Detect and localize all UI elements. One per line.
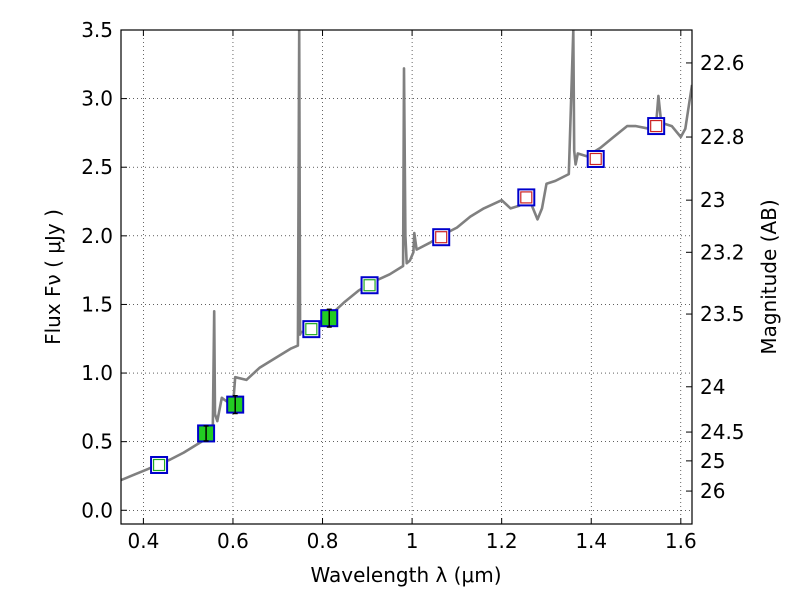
photometry-markers [150, 117, 666, 474]
model-flux-box [152, 458, 166, 472]
photometry-point [586, 149, 605, 168]
x-tick-label: 0.4 [127, 529, 159, 553]
photometry-point [320, 308, 339, 328]
marker-box [647, 117, 666, 136]
y-tick-label: 2.5 [81, 155, 113, 179]
model-flux-box [589, 152, 602, 166]
photometry-point [517, 188, 536, 207]
x-tick-label: 1.4 [575, 529, 607, 553]
ticks: 0.4 0.6 0.8 1 1.2 1.4 1.6 0.0 0.5 1.0 1.5 2.0 2.5 3.0… [81, 18, 744, 553]
x-tick-label: 1.6 [665, 529, 697, 553]
model-flux-box [650, 119, 663, 133]
plot-frame [120, 29, 693, 525]
photometry-point [360, 276, 379, 295]
grid [121, 29, 692, 524]
model-flux-box [520, 191, 533, 204]
right-tick-label: 24 [700, 375, 725, 399]
x-axis-label: Wavelength λ (μm) [310, 563, 501, 587]
marker-box [586, 149, 605, 168]
y-tick-label: 0.5 [81, 430, 113, 454]
x-tick-label: 1.2 [486, 529, 518, 553]
y-tick-label: 3.0 [81, 87, 113, 111]
y-tick-label: 2.0 [81, 224, 113, 248]
right-tick-label: 23.2 [700, 240, 745, 264]
model-flux-box [435, 231, 448, 244]
spectrum-line [121, 30, 692, 482]
photometry-point [226, 395, 245, 415]
right-tick-label: 26 [700, 479, 725, 503]
photometry-point [432, 228, 451, 247]
model-flux-box [363, 279, 376, 292]
marker-box [150, 455, 169, 474]
photometry-point [150, 455, 169, 474]
y-tick-label: 0.0 [81, 498, 113, 522]
y-tick-label: 3.5 [81, 18, 113, 42]
right-tick-label: 23.5 [700, 302, 745, 326]
y-tick-label: 1.0 [81, 361, 113, 385]
marker-box [360, 276, 379, 295]
marker-box [302, 320, 321, 339]
right-axis-label: Magnitude (AB) [757, 199, 781, 354]
y-axis-label: Flux Fν ( μJy ) [41, 209, 65, 345]
right-tick-label: 25 [700, 449, 725, 473]
marker-box [517, 188, 536, 207]
marker-box [432, 228, 451, 247]
right-tick-label: 22.6 [700, 51, 745, 75]
x-tick-label: 0.8 [307, 529, 339, 553]
model-flux-box [305, 323, 318, 336]
right-tick-label: 22.8 [700, 125, 745, 149]
x-tick-label: 1 [406, 529, 419, 553]
right-tick-label: 23 [700, 188, 725, 212]
photometry-point [197, 424, 216, 443]
y-tick-label: 1.5 [81, 292, 113, 316]
x-tick-label: 0.6 [217, 529, 249, 553]
right-tick-label: 24.5 [700, 420, 745, 444]
series-layer [121, 30, 692, 482]
photometry-point [302, 320, 321, 339]
photometry-point [647, 117, 666, 136]
